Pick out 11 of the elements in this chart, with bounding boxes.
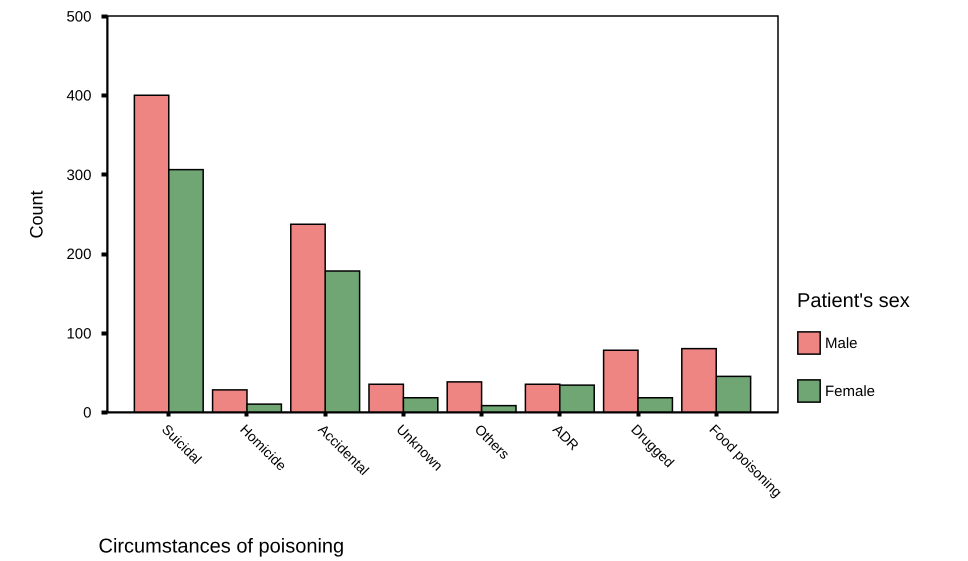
legend-title: Patient's sex (797, 290, 910, 312)
y-tick-label: 200 (66, 246, 92, 264)
legend-label: Male (825, 335, 858, 352)
y-tick-label: 100 (66, 325, 92, 342)
y-tick-label: 500 (66, 8, 92, 26)
y-tick-label: 0 (83, 404, 92, 422)
legend-label: Female (825, 383, 876, 400)
y-axis-title: Count (26, 190, 46, 239)
x-axis-title: Circumstances of poisoning (98, 536, 344, 558)
y-tick-label: 400 (66, 88, 92, 105)
y-tick-label: 300 (66, 166, 92, 184)
